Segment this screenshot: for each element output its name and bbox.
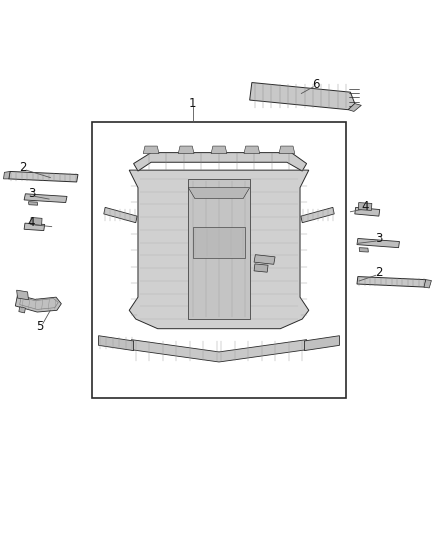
Text: 5: 5 [36, 320, 43, 333]
Polygon shape [254, 255, 275, 264]
Polygon shape [4, 172, 10, 179]
Text: 3: 3 [28, 187, 35, 200]
Polygon shape [211, 146, 227, 154]
Polygon shape [143, 146, 159, 154]
Polygon shape [134, 152, 307, 171]
Text: 1: 1 [189, 97, 197, 110]
Text: 4: 4 [361, 200, 369, 213]
Text: 6: 6 [312, 78, 320, 91]
Polygon shape [244, 146, 260, 154]
Polygon shape [357, 277, 426, 287]
Polygon shape [19, 307, 25, 313]
Polygon shape [355, 207, 380, 216]
Polygon shape [131, 340, 307, 362]
Polygon shape [254, 264, 268, 272]
Polygon shape [17, 290, 28, 300]
Polygon shape [104, 207, 137, 223]
Polygon shape [424, 280, 431, 288]
Polygon shape [188, 188, 250, 199]
Polygon shape [99, 336, 134, 351]
Polygon shape [301, 207, 334, 223]
Bar [92, 122, 346, 398]
Polygon shape [9, 172, 78, 182]
Polygon shape [24, 194, 67, 203]
Polygon shape [15, 295, 61, 312]
Polygon shape [358, 203, 372, 211]
Polygon shape [28, 201, 38, 205]
Polygon shape [188, 179, 250, 319]
Polygon shape [193, 227, 245, 258]
Polygon shape [357, 238, 399, 248]
Text: 3: 3 [376, 232, 383, 245]
Polygon shape [250, 83, 355, 110]
Polygon shape [359, 248, 368, 252]
Polygon shape [24, 223, 45, 231]
Polygon shape [178, 146, 194, 154]
Polygon shape [31, 217, 42, 225]
Text: 2: 2 [19, 161, 27, 174]
Text: 2: 2 [375, 266, 383, 279]
Text: 4: 4 [28, 216, 35, 229]
Polygon shape [129, 170, 309, 329]
Polygon shape [304, 336, 339, 351]
Polygon shape [279, 146, 295, 154]
Polygon shape [348, 103, 361, 111]
